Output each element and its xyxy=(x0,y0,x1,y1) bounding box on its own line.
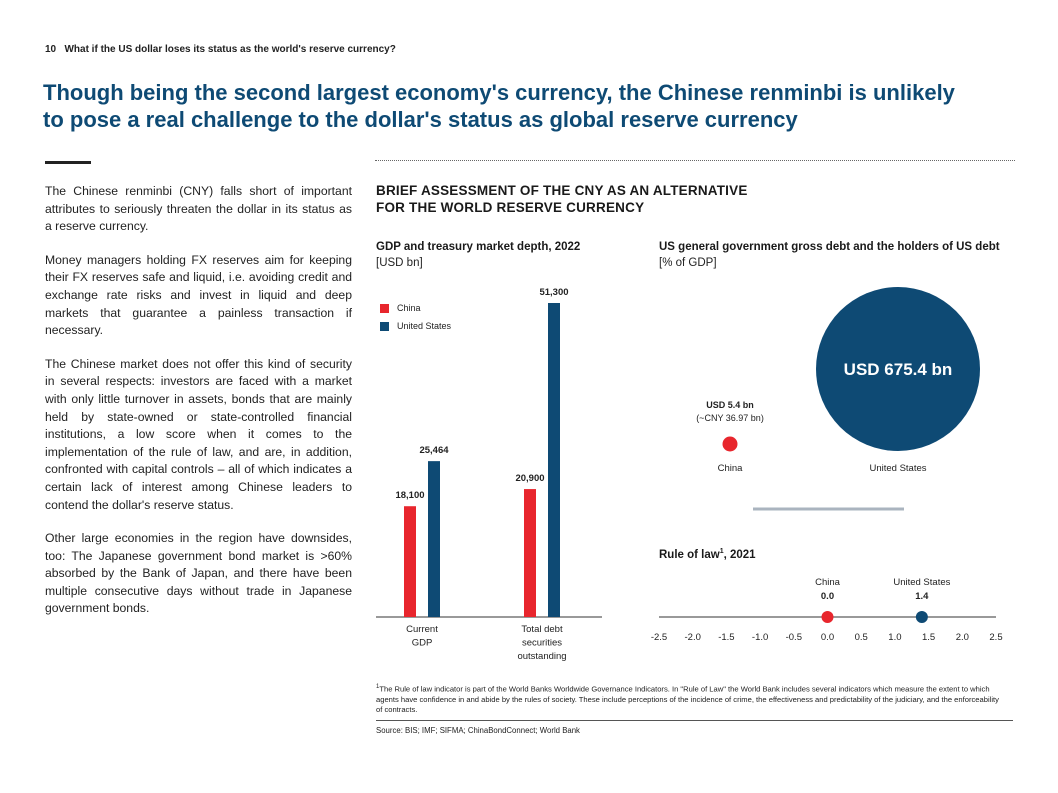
headline-line-1: Though being the second largest economy'… xyxy=(43,80,955,105)
legend-swatch-us xyxy=(380,321,389,331)
legend-label-us: United States xyxy=(397,321,452,331)
bar-china-0 xyxy=(404,506,416,617)
legend-swatch-china xyxy=(380,303,389,313)
rule-of-law-tick-label: 1.5 xyxy=(922,632,935,643)
body-text: The Chinese renminbi (CNY) falls short o… xyxy=(45,183,352,634)
rule-of-law-point-china xyxy=(821,611,834,623)
rule-of-law-tick-label: 0.0 xyxy=(821,632,834,643)
bar-us-1 xyxy=(548,303,560,617)
page-headline: Though being the second largest economy'… xyxy=(43,79,1003,133)
bar-chart-legend: China United States xyxy=(380,303,451,331)
running-title: What if the US dollar loses its status a… xyxy=(64,44,396,55)
bar-value-label: 25,464 xyxy=(419,445,449,456)
legend-item-china: China xyxy=(380,303,451,313)
box-title-line-1: BRIEF ASSESSMENT OF THE CNY AS AN ALTERN… xyxy=(376,183,748,198)
rule-of-law-title-year: , 2021 xyxy=(723,548,756,561)
bubble-chart-unit: [% of GDP] xyxy=(659,257,717,269)
footnote-marker: 1 xyxy=(376,684,380,690)
bubble-china-sublabel: (~CNY 36.97 bn) xyxy=(696,413,764,423)
headline-line-2: to pose a real challenge to the dollar's… xyxy=(43,107,798,132)
rule-of-law-point-value: 1.4 xyxy=(915,591,929,602)
bubble-us xyxy=(816,287,980,451)
bar-chart-unit: [USD bn] xyxy=(376,257,423,269)
footnote-rule xyxy=(376,720,1013,721)
bar-category-label: Current xyxy=(406,624,438,635)
rule-of-law-title-text: Rule of law xyxy=(659,548,720,561)
rule-of-law-tick-label: -2.5 xyxy=(651,632,667,643)
rule-of-law-point-name: United States xyxy=(893,577,950,588)
rule-of-law-point-us xyxy=(915,611,928,623)
rule-of-law-tick-label: 2.5 xyxy=(989,632,1002,643)
rule-of-law-point-value: 0.0 xyxy=(821,591,834,602)
rule-of-law-tick-label: -1.5 xyxy=(718,632,734,643)
source-note: Source: BIS; IMF; SIFMA; ChinaBondConnec… xyxy=(376,726,580,735)
page-number: 10 xyxy=(45,44,57,55)
bubble-china xyxy=(722,436,738,452)
bubble-china-name-label: China xyxy=(718,463,744,474)
rule-of-law-tick-label: -2.0 xyxy=(685,632,701,643)
bar-category-label: outstanding xyxy=(517,651,566,662)
footnote: 1The Rule of law indicator is part of th… xyxy=(376,682,1006,716)
body-paragraph-4: Other large economies in the region have… xyxy=(45,531,352,616)
body-paragraph-2: Money managers holding FX reserves aim f… xyxy=(45,252,352,338)
rule-of-law-title: Rule of law1, 2021 xyxy=(659,548,756,561)
bar-chart-title: GDP and treasury market depth, 2022 xyxy=(376,241,581,253)
bar-category-label: securities xyxy=(522,638,562,649)
bubble-us-value-label: USD 675.4 bn xyxy=(844,360,953,379)
footnote-text: The Rule of law indicator is part of the… xyxy=(376,684,999,715)
rule-of-law-footnote-marker: 1 xyxy=(719,548,724,555)
bar-china-1 xyxy=(524,489,536,617)
box-title: BRIEF ASSESSMENT OF THE CNY AS AN ALTERN… xyxy=(376,182,748,216)
rule-of-law-tick-label: 2.0 xyxy=(956,632,969,643)
bar-value-label: 51,300 xyxy=(539,287,568,298)
bubble-china-value-label: USD 5.4 bn xyxy=(706,400,754,410)
rule-of-law-tick-label: -1.0 xyxy=(752,632,768,643)
legend-label-china: China xyxy=(397,303,421,313)
rule-of-law-tick-label: -0.5 xyxy=(786,632,802,643)
dotted-divider xyxy=(375,160,1015,161)
rule-of-law-point-name: China xyxy=(815,577,841,588)
body-paragraph-1: The Chinese renminbi (CNY) falls short o… xyxy=(45,184,352,234)
box-title-line-2: FOR THE WORLD RESERVE CURRENCY xyxy=(376,200,645,215)
bar-value-label: 18,100 xyxy=(395,490,424,501)
body-paragraph-3: The Chinese market does not offer this k… xyxy=(45,356,352,512)
bar-value-label: 20,900 xyxy=(515,473,544,484)
accent-bar xyxy=(45,161,91,164)
bar-category-label: GDP xyxy=(412,638,433,649)
legend-item-us: United States xyxy=(380,321,451,331)
rule-of-law-tick-label: 1.0 xyxy=(888,632,901,643)
rule-of-law-tick-label: 0.5 xyxy=(855,632,868,643)
bar-us-0 xyxy=(428,461,440,617)
bubble-chart-title: US general government gross debt and the… xyxy=(659,241,1000,253)
bar-category-label: Total debt xyxy=(521,624,563,635)
bubble-us-name-label: United States xyxy=(869,463,926,474)
running-header: 10 What if the US dollar loses its statu… xyxy=(45,44,396,55)
